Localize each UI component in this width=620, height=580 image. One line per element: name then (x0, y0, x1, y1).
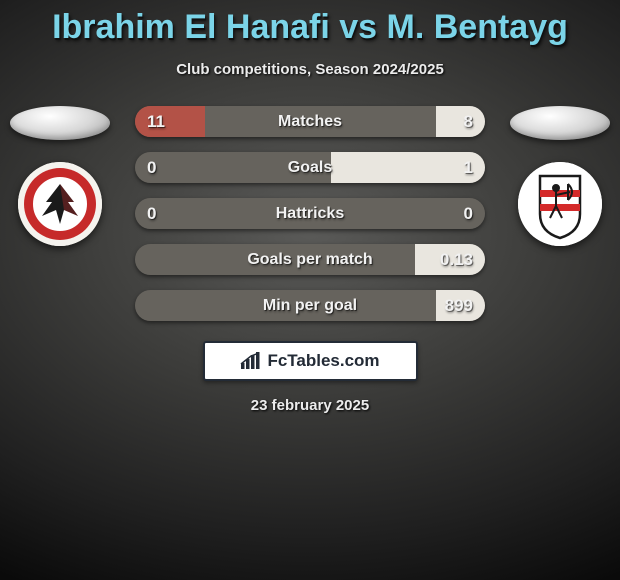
right-player-column (510, 106, 610, 246)
row-track (135, 198, 485, 229)
date-text: 23 february 2025 (0, 397, 620, 414)
left-bar (135, 106, 205, 137)
brand-box: FcTables.com (203, 341, 418, 381)
left-player-photo (10, 106, 110, 140)
left-club-badge (18, 162, 102, 246)
comparison-row: Goals01 (135, 152, 485, 183)
comparison-panel: Matches118 Goals01 Hattricks00 Goals per ma… (0, 106, 620, 414)
row-track (135, 290, 485, 321)
comparison-rows: Matches118 Goals01 Hattricks00 Goals per ma… (135, 106, 485, 321)
right-bar (331, 152, 485, 183)
comparison-row: Goals per match0.13 (135, 244, 485, 275)
right-bar (415, 244, 485, 275)
bars-icon (240, 352, 262, 370)
zamalek-crest-icon (518, 162, 602, 246)
page-title: Ibrahim El Hanafi vs M. Bentayg (0, 0, 620, 47)
al-ahly-crest-icon (18, 162, 102, 246)
comparison-row: Hattricks00 (135, 198, 485, 229)
right-bar (436, 290, 485, 321)
comparison-row: Min per goal899 (135, 290, 485, 321)
right-player-photo (510, 106, 610, 140)
page-subtitle: Club competitions, Season 2024/2025 (0, 61, 620, 78)
left-player-column (10, 106, 110, 246)
right-bar (436, 106, 485, 137)
comparison-row: Matches118 (135, 106, 485, 137)
right-club-badge (518, 162, 602, 246)
brand-text: FcTables.com (267, 351, 379, 371)
